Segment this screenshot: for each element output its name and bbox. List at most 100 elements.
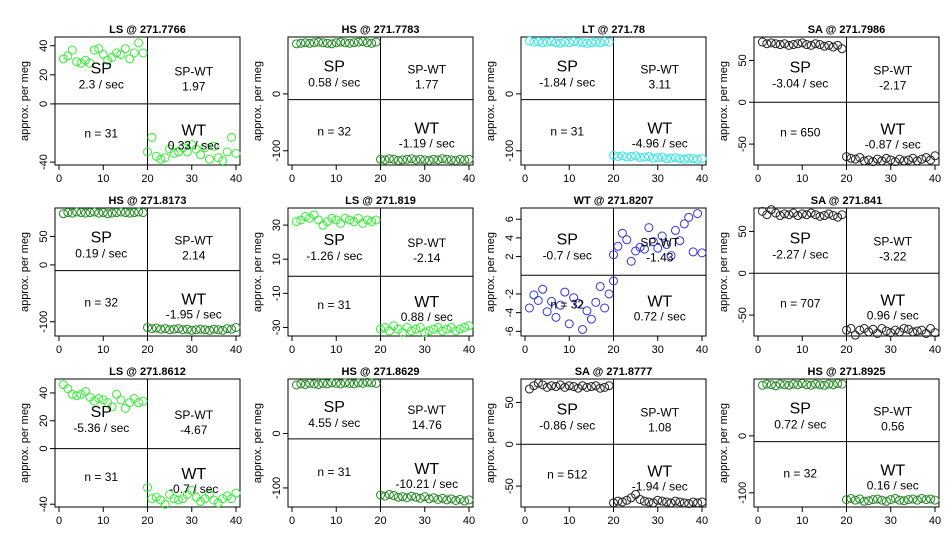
y-tick-label: -30 (271, 320, 283, 336)
sp-data-point (371, 378, 381, 388)
y-tick-label: 40 (38, 387, 50, 399)
sp-data-point (98, 49, 108, 59)
x-tick-label: 20 (840, 515, 852, 527)
y-tick-label: 0 (271, 91, 283, 97)
wt-label: WT (181, 466, 206, 483)
sp-data-point (103, 55, 113, 65)
spwt-value: 3.11 (649, 77, 672, 91)
wt-data-point (666, 251, 676, 261)
panel: HS @ 271.8629 0 10 20 30 40 0 -100 approx. per m… (252, 366, 475, 527)
n-count: n = 707 (780, 297, 821, 311)
sp-data-point (107, 402, 117, 412)
sp-data-point (85, 208, 95, 218)
sp-data-point (784, 380, 794, 390)
wt-data-point (209, 495, 219, 505)
wt-data-point (864, 496, 874, 506)
wt-data-point (187, 325, 197, 335)
x-tick-label: 20 (141, 173, 153, 185)
sp-data-point (529, 290, 539, 300)
sp-data-point (331, 378, 341, 388)
wt-rate: -10.21 / sec (395, 477, 458, 491)
wt-data-point (613, 241, 623, 251)
sp-data-point (788, 379, 798, 389)
x-tick-label: 30 (419, 515, 431, 527)
n-count: n = 31 (317, 465, 351, 479)
x-tick-label: 0 (289, 173, 295, 185)
wt-data-point (622, 235, 632, 245)
n-count: n = 31 (550, 124, 584, 138)
sp-data-point (793, 380, 803, 390)
wt-data-point (187, 485, 197, 495)
sp-data-point (67, 389, 77, 399)
wt-data-point (626, 256, 636, 266)
spwt-value: -3.22 (879, 250, 907, 264)
wt-rate: 0.72 / sec (634, 310, 686, 324)
sp-data-point (94, 44, 104, 54)
sp-data-point (98, 208, 108, 218)
wt-data-point (191, 325, 201, 335)
wt-data-point (881, 153, 891, 163)
wt-data-point (213, 325, 223, 335)
panel-title: SA @ 271.841 (811, 195, 882, 207)
sp-data-point (604, 37, 614, 47)
sp-data-point (586, 314, 596, 324)
wt-data-point (864, 155, 874, 165)
wt-data-point (653, 495, 663, 505)
sp-data-point (112, 208, 122, 218)
sp-data-point (547, 37, 557, 47)
x-tick-label: 20 (374, 173, 386, 185)
sp-data-point (802, 40, 812, 50)
wt-label: WT (880, 293, 905, 310)
wt-data-point (688, 497, 698, 507)
sp-rate: -5.36 / sec (73, 421, 129, 435)
sp-data-point (358, 37, 368, 47)
x-tick-label: 40 (230, 344, 242, 356)
wt-label: WT (880, 122, 905, 139)
x-tick-label: 10 (796, 173, 808, 185)
sp-data-point (833, 379, 843, 389)
panel-title: LS @ 271.7766 (109, 24, 186, 36)
x-tick-label: 40 (463, 515, 475, 527)
sp-data-point (806, 40, 816, 50)
x-tick-label: 0 (289, 515, 295, 527)
sp-data-point (309, 379, 319, 389)
wt-label: WT (647, 294, 672, 311)
sp-data-point (340, 213, 350, 223)
x-tick-label: 10 (97, 173, 109, 185)
sp-rate: -2.27 / sec (772, 248, 828, 262)
x-tick-label: 0 (755, 344, 761, 356)
n-count: n = 31 (84, 470, 118, 484)
wt-label: WT (880, 462, 905, 479)
sp-data-point (94, 393, 104, 403)
sp-data-point (353, 378, 363, 388)
sp-data-point (345, 378, 355, 388)
wt-data-point (622, 495, 632, 505)
sp-rate: -1.84 / sec (539, 75, 595, 89)
wt-data-point (855, 325, 865, 335)
sp-data-point (340, 38, 350, 48)
sp-data-point (771, 381, 781, 391)
sp-data-point (134, 38, 144, 48)
x-tick-label: 40 (696, 344, 708, 356)
wt-data-point (376, 154, 385, 164)
wt-data-point (393, 155, 403, 165)
panel: SA @ 271.7986 0 10 20 30 40 50 0 -50 approx. per … (718, 24, 941, 185)
panel-title: HS @ 271.8173 (109, 195, 187, 207)
wt-data-point (402, 154, 412, 164)
wt-data-point (398, 492, 408, 502)
wt-data-point (406, 491, 416, 501)
wt-data-point (846, 153, 856, 163)
wt-data-point (437, 326, 447, 336)
sp-data-point (300, 379, 310, 389)
sp-data-point (833, 212, 843, 222)
y-axis-label: approx. per meg (19, 403, 31, 483)
y-tick-label: -40 (38, 154, 50, 170)
x-tick-label: 0 (56, 344, 62, 356)
x-tick-label: 0 (755, 173, 761, 185)
wt-data-point (406, 154, 416, 164)
wt-data-point (415, 322, 425, 332)
x-tick-label: 10 (796, 515, 808, 527)
sp-data-point (837, 210, 847, 220)
y-tick-label: 20 (38, 69, 50, 81)
y-tick-label: -40 (38, 496, 50, 512)
